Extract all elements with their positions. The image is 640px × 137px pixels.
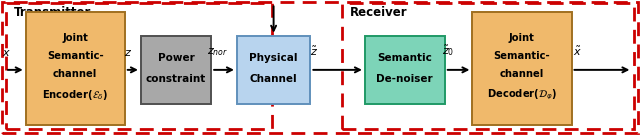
Text: Power: Power — [157, 53, 195, 62]
Bar — [342, 3, 634, 129]
Text: Physical: Physical — [250, 53, 298, 62]
Text: De-noiser: De-noiser — [376, 75, 433, 84]
Text: $\tilde{z}_0$: $\tilde{z}_0$ — [442, 43, 454, 58]
Text: constraint: constraint — [146, 75, 206, 84]
Text: Joint: Joint — [509, 33, 535, 43]
Text: $\tilde{x}$: $\tilde{x}$ — [573, 44, 582, 58]
Bar — [365, 36, 445, 104]
Text: $n$: $n$ — [278, 0, 287, 2]
Text: $x$: $x$ — [2, 48, 11, 58]
Text: Joint: Joint — [62, 33, 88, 43]
Bar — [237, 36, 310, 104]
Text: channel: channel — [500, 69, 544, 79]
Text: $z_{nor}$: $z_{nor}$ — [207, 46, 228, 58]
Bar — [26, 12, 125, 125]
Bar — [141, 36, 211, 104]
Text: Decoder($\mathcal{D}_\varphi$): Decoder($\mathcal{D}_\varphi$) — [487, 87, 557, 102]
Text: Semantic-: Semantic- — [493, 51, 550, 61]
Text: $z$: $z$ — [124, 48, 132, 58]
Text: Encoder($\mathcal{E}_\delta$): Encoder($\mathcal{E}_\delta$) — [42, 88, 108, 102]
Text: Semantic-: Semantic- — [47, 51, 104, 61]
Text: channel: channel — [53, 69, 97, 79]
Bar — [472, 12, 572, 125]
Text: Semantic: Semantic — [378, 53, 432, 62]
Text: Receiver: Receiver — [350, 6, 408, 19]
Bar — [6, 3, 272, 129]
Text: Transmitter: Transmitter — [14, 6, 92, 19]
Text: $\tilde{z}$: $\tilde{z}$ — [310, 44, 319, 58]
Text: Channel: Channel — [250, 75, 298, 84]
